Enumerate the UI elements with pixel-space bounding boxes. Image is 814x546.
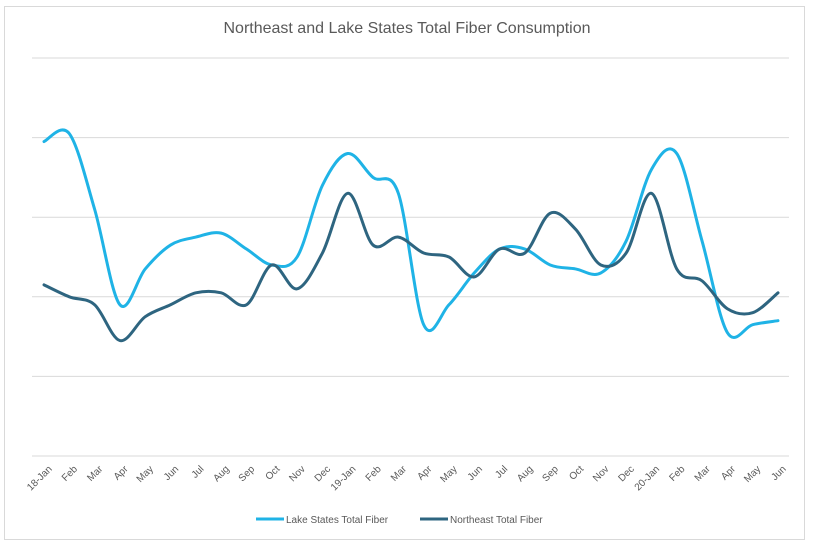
chart-frame — [4, 6, 805, 540]
chart-title: Northeast and Lake States Total Fiber Co… — [223, 20, 591, 37]
x-tick-label: Mar — [693, 463, 713, 483]
x-tick-label: Jun — [466, 464, 485, 483]
x-tick-label: Sep — [237, 464, 258, 485]
x-tick-label: May — [742, 464, 763, 485]
x-tick-label: Dec — [313, 464, 333, 484]
x-tick-label: Apr — [112, 463, 131, 482]
legend: Lake States Total Fiber Northeast Total F… — [256, 515, 543, 526]
x-axis-tick-labels: 18-Jan Feb Mar Apr May Jun Jul Aug Sep Oct Nov Dec1… — [25, 463, 788, 493]
x-tick-label: Jun — [162, 464, 181, 483]
x-tick-label: Jun — [769, 464, 788, 483]
legend-label: Lake States Total Fiber — [286, 515, 389, 526]
x-tick-label: Mar — [389, 463, 409, 483]
x-tick-label: Sep — [540, 464, 561, 485]
x-tick-label: May — [135, 464, 156, 485]
x-tick-label: Feb — [364, 464, 384, 484]
series-lines — [42, 128, 780, 343]
x-tick-label: Nov — [591, 464, 611, 484]
series-line-northeast — [42, 191, 780, 343]
x-tick-label: 20-Jan — [633, 464, 662, 493]
x-tick-label: Aug — [515, 464, 535, 484]
x-tick-label: Feb — [60, 464, 80, 484]
x-tick-label: Jul — [190, 464, 207, 481]
legend-label: Northeast Total Fiber — [450, 515, 543, 526]
x-tick-label: 19-Jan — [329, 464, 358, 493]
series-line-lake-states — [42, 128, 780, 339]
x-tick-label: Nov — [287, 464, 307, 484]
x-tick-label: Apr — [416, 463, 435, 482]
x-tick-label: Apr — [719, 463, 738, 482]
x-tick-label: Jul — [493, 464, 510, 481]
x-tick-label: 18-Jan — [25, 464, 54, 493]
x-tick-label: May — [438, 464, 459, 485]
x-tick-label: Oct — [567, 464, 586, 483]
x-tick-label: Dec — [616, 464, 636, 484]
x-tick-label: Aug — [211, 464, 231, 484]
x-tick-label: Feb — [667, 464, 687, 484]
x-tick-label: Oct — [264, 464, 283, 483]
x-tick-label: Mar — [85, 463, 105, 483]
